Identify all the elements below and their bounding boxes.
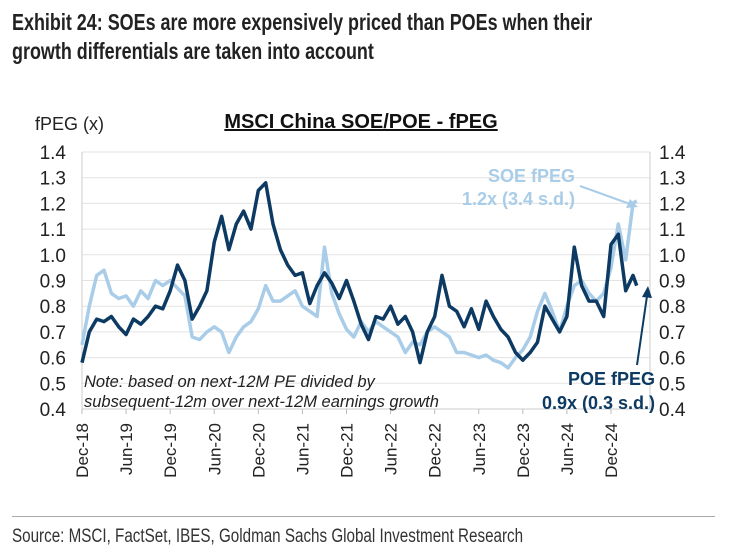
poe-arrow [636,286,652,366]
y-axis-label: fPEG (x) [35,114,104,134]
x-tick-label: Jun-20 [205,423,224,475]
exhibit-title-line-1: Exhibit 24: SOEs are more expensively pr… [12,9,593,35]
x-tick-label: Dec-21 [338,423,357,478]
y-tick-label-left: 1.2 [40,194,66,215]
y-tick-label-left: 0.4 [40,400,67,421]
y-tick-label-right: 0.4 [659,400,686,421]
y-tick-label-left: 0.5 [40,374,66,395]
chart-title: MSCI China SOE/POE - fPEG [224,111,497,133]
y-tick-label-left: 0.9 [40,272,66,293]
y-tick-label-right: 0.8 [659,297,685,318]
y-tick-label-left: 1.1 [40,220,66,241]
poe-fpeg-line [80,181,639,365]
y-tick-label-left: 1.3 [40,169,66,190]
y-tick-label-right: 0.6 [659,349,685,370]
footer-divider [12,516,715,517]
y-tick-label-right: 0.5 [659,374,685,395]
note-line-1: Note: based on next-12M PE divided by [84,373,377,391]
poe-annotation-value: 0.9x (0.3 s.d.) [542,393,655,413]
y-tick-label-right: 0.9 [659,272,685,293]
source-note: Source: MSCI, FactSet, IBES, Goldman Sac… [12,526,524,547]
y-tick-label-right: 1.2 [659,194,685,215]
poe-annotation-label: POE fPEG [568,369,655,389]
x-tick-label: Jun-22 [382,423,401,475]
x-tick-label: Jun-24 [558,423,577,475]
y-tick-label-left: 1.4 [40,143,67,164]
soe-annotation-value: 1.2x (3.4 s.d.) [462,189,575,209]
x-tick-label: Jun-19 [117,423,136,475]
x-tick-label: Dec-23 [514,423,533,478]
y-tick-label-left: 0.6 [40,349,66,370]
y-tick-label-right: 1.0 [659,246,685,267]
exhibit-title-line-2: growth differentials are taken into acco… [12,38,374,64]
x-tick-label: Dec-24 [602,423,621,478]
soe-annotation-label: SOE fPEG [488,166,575,186]
soe-fpeg-line [80,199,638,370]
x-tick-label: Dec-19 [161,423,180,478]
x-tick-label: Jun-23 [470,423,489,475]
y-tick-label-left: 1.0 [40,246,66,267]
x-tick-label: Dec-20 [249,423,268,478]
y-tick-label-right: 1.4 [659,143,686,164]
y-tick-label-right: 0.7 [659,323,685,344]
y-tick-label-right: 1.1 [659,220,685,241]
x-tick-label: Dec-18 [73,423,92,478]
y-tick-label-right: 1.3 [659,169,685,190]
x-tick-label: Dec-22 [426,423,445,478]
y-tick-label-left: 0.7 [40,323,66,344]
note-line-2: subsequent-12m over next-12M earnings gr… [84,393,439,411]
soe-arrow [579,185,638,208]
x-tick-label: Jun-21 [293,423,312,475]
y-tick-label-left: 0.8 [40,297,66,318]
